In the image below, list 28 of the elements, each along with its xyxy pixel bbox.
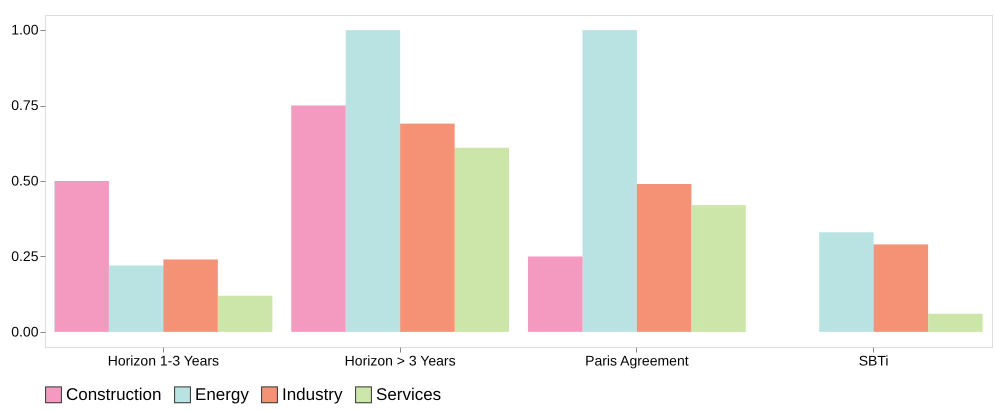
x-tick-label: Paris Agreement [585,352,689,368]
legend-label: Services [376,384,442,404]
x-tick-label: Horizon > 3 Years [344,352,456,368]
bar [163,259,218,332]
bar [874,244,928,332]
y-tick-label: 0.25 [11,248,39,264]
legend-label: Industry [282,384,343,404]
bar [400,124,455,332]
bar [528,256,582,332]
y-tick-label: 0.75 [11,97,39,114]
y-tick-label: 1.00 [11,22,39,38]
y-tick-label: 0.50 [11,172,39,188]
bar [108,266,164,332]
bar [636,184,692,332]
bar [218,296,272,332]
bar [819,232,874,332]
bar [582,30,637,332]
y-tick-label: 0.00 [11,323,39,340]
bar [454,148,510,332]
x-tick-label: Horizon 1-3 Years [108,352,220,368]
x-tick-label: SBTi [858,352,889,368]
bar [291,106,346,332]
bar [691,205,746,332]
legend-label: Energy [195,384,250,404]
legend-label: Construction [66,384,162,404]
bar [54,181,109,332]
bar [928,314,983,332]
bar [346,30,400,332]
